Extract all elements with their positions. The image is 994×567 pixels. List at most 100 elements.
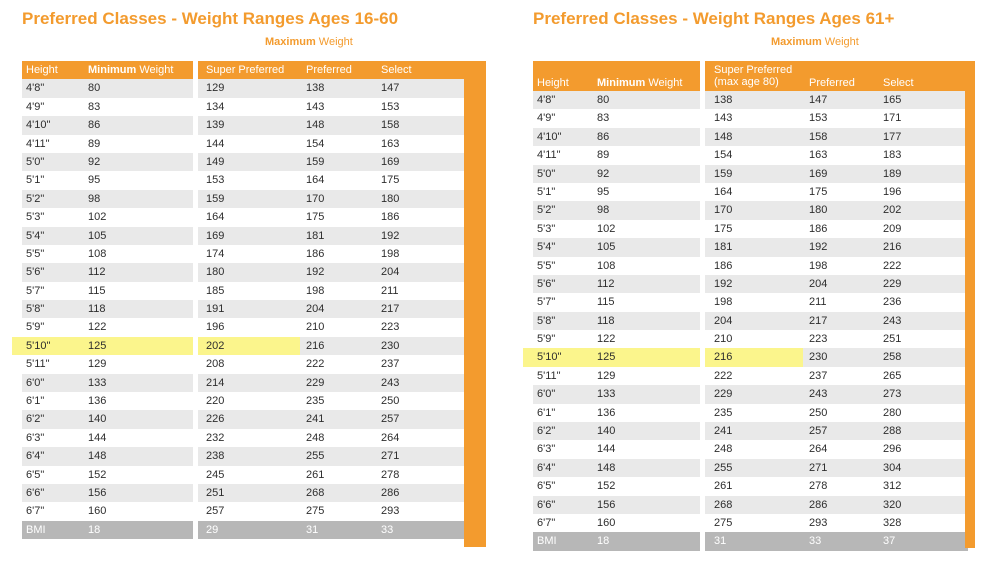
maximum-weight-caption: Maximum Weight [771,36,859,48]
select-cell: 257 [375,410,474,429]
preferred-cell: 264 [803,440,877,459]
select-cell: 296 [877,440,968,459]
select-cell: 192 [375,226,474,245]
header-row: Height Minimum Weight Super Preferred (ma… [533,61,968,91]
minimum-weight-cell: 144 [593,440,700,459]
super-preferred-cell: 229 [705,385,803,404]
minimum-weight-cell: 122 [593,330,700,349]
minimum-weight-cell: 136 [84,392,193,411]
super-preferred-cell: 186 [705,256,803,275]
table-row: 6'6" 156 268 286 320 [533,495,968,514]
select-cell: 153 [375,97,474,117]
bmi-select: 37 [877,532,968,551]
column-gap [193,373,198,393]
table-row: 6'6" 156 251 268 286 [22,483,474,503]
preferred-cell: 223 [803,330,877,349]
preferred-cell: 163 [803,146,877,165]
select-cell: 163 [375,134,474,153]
table-row: 4'8" 80 129 138 147 [22,79,474,98]
highlight-lead [12,336,22,356]
preferred-cell: 222 [300,355,375,374]
super-preferred-cell: 148 [705,127,803,147]
super-preferred-cell: 138 [705,91,803,110]
minimum-weight-cell: 95 [593,182,700,202]
weight-table: Height Minimum Weight Super Preferred Pr… [22,61,474,540]
height-cell: 5'10" [533,348,593,367]
select-cell: 237 [375,355,474,374]
height-cell: 6'4" [22,447,84,466]
select-cell: 312 [877,477,968,496]
select-cell: 243 [877,311,968,331]
table-row: 5'5" 108 186 198 222 [533,256,968,275]
preferred-cell: 278 [803,477,877,496]
minimum-weight-cell: 98 [593,201,700,220]
table-row: 5'5" 108 174 186 198 [22,244,474,264]
height-cell: 5'10" [22,336,84,356]
select-cell: 273 [877,385,968,404]
column-gap [700,422,705,441]
preferred-cell: 257 [803,422,877,441]
height-cell: 5'1" [533,182,593,202]
column-gap [193,318,198,337]
table-row: 5'7" 115 198 211 236 [533,293,968,312]
select-cell: 180 [375,189,474,209]
preferred-cell: 170 [300,189,375,209]
select-cell: 165 [877,91,968,110]
header-preferred: Preferred [300,61,375,80]
preferred-cell: 147 [803,91,877,110]
column-gap [700,311,705,331]
minimum-weight-cell: 152 [84,465,193,484]
minimum-weight-cell: 89 [593,146,700,165]
table-row: 4'8" 80 138 147 165 [533,91,968,110]
minimum-weight-cell: 140 [84,410,193,429]
height-cell: 4'8" [22,79,84,98]
minimum-weight-cell: 156 [593,495,700,514]
minimum-weight-cell: 105 [84,226,193,245]
header-super-preferred: Super Preferred (max age 80) [705,61,803,91]
height-cell: 4'10" [22,116,84,135]
column-gap [193,392,198,411]
header-minimum-weight: Minimum Weight [593,61,700,91]
table-row: 5'2" 98 170 180 202 [533,201,968,220]
column-gap [193,465,198,484]
super-preferred-cell: 174 [198,244,300,264]
preferred-cell: 241 [300,410,375,429]
minimum-weight-cell: 92 [84,152,193,172]
select-cell: 236 [877,293,968,312]
height-cell: 5'6" [22,263,84,282]
column-gap [700,91,705,110]
super-preferred-cell: 257 [198,502,300,521]
column-gap [700,477,705,496]
select-cell: 250 [375,392,474,411]
column-gap [700,146,705,165]
select-cell: 186 [375,208,474,227]
height-cell: 4'8" [533,91,593,110]
column-gap [193,428,198,448]
preferred-cell: 192 [803,238,877,257]
height-cell: 5'3" [533,219,593,239]
select-cell: 217 [375,300,474,319]
select-cell: 243 [375,373,474,393]
column-gap [193,79,198,98]
preferred-cell: 143 [300,97,375,117]
table-row: 4'11" 89 154 163 183 [533,146,968,165]
height-cell: 5'4" [533,238,593,257]
height-cell: 5'2" [22,189,84,209]
preferred-cell: 211 [803,293,877,312]
accent-bar [965,61,975,548]
bmi-row: BMI 18 29 31 33 [22,520,474,540]
height-cell: 5'8" [533,311,593,331]
table-row-highlighted: 5'10" 125 202 216 230 [22,336,474,356]
table-row: 5'11" 129 208 222 237 [22,355,474,374]
table-row: 6'4" 148 238 255 271 [22,447,474,466]
preferred-cell: 268 [300,483,375,503]
column-gap [700,219,705,239]
header-select: Select [375,61,474,80]
header-row: Height Minimum Weight Super Preferred Pr… [22,61,474,80]
super-preferred-cell: 248 [705,440,803,459]
height-cell: 6'6" [22,483,84,503]
select-cell: 171 [877,109,968,128]
table-row: 5'2" 98 159 170 180 [22,189,474,209]
height-cell: 6'1" [533,403,593,423]
height-cell: 5'5" [22,244,84,264]
